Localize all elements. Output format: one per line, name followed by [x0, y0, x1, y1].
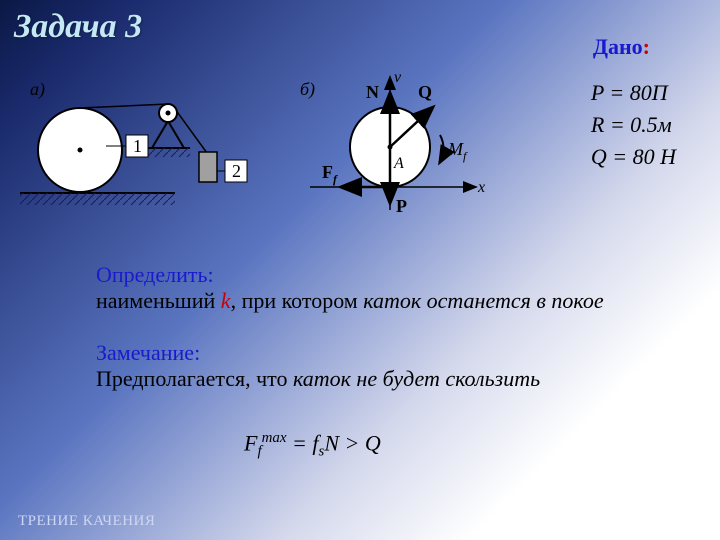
axis-x: x — [477, 179, 485, 196]
vec-p: P — [396, 196, 407, 216]
given-heading: Дано: — [593, 34, 650, 60]
given-p: P = 80П — [591, 80, 676, 106]
vec-q: Q — [418, 82, 432, 102]
diagram-b: б) x v A N Q P Ff Mf — [0, 0, 520, 230]
det-k: k — [221, 288, 231, 313]
det-t2: , при котором — [231, 288, 364, 313]
moment-mf: Mf — [447, 139, 468, 163]
given-word: Дано — [593, 34, 643, 59]
problem-text: Определить: наименьший k, при котором ка… — [96, 262, 656, 418]
note-block: Замечание: Предполагается, что каток не … — [96, 340, 656, 392]
diag-b-label: б) — [300, 79, 315, 100]
note-heading: Замечание: — [96, 340, 200, 365]
vec-ff: Ff — [322, 162, 338, 186]
f-sup: max — [262, 430, 287, 446]
f-lhs-sub: f — [257, 444, 261, 460]
determine-heading: Определить: — [96, 262, 214, 287]
vec-n: N — [366, 82, 379, 102]
f-rhs: N > Q — [324, 430, 380, 455]
point-a: A — [393, 155, 404, 172]
footer-text: ТРЕНИЕ КАЧЕНИЯ — [18, 513, 155, 530]
f-lhs: F — [244, 430, 257, 455]
formula: Ffmax = fsN > Q — [244, 430, 381, 461]
axis-v: v — [394, 69, 402, 86]
note-t1: Предполагается, что — [96, 366, 293, 391]
det-italic: каток останется в покое — [363, 288, 603, 313]
given-q: Q = 80 H — [591, 144, 676, 170]
given-block: P = 80П R = 0.5м Q = 80 H — [591, 74, 676, 176]
note-italic: каток не будет скользить — [293, 366, 540, 391]
det-t1: наименьший — [96, 288, 221, 313]
given-r: R = 0.5м — [591, 112, 676, 138]
f-mid: = f — [287, 430, 319, 455]
given-colon: : — [643, 34, 650, 59]
determine-block: Определить: наименьший k, при котором ка… — [96, 262, 656, 314]
